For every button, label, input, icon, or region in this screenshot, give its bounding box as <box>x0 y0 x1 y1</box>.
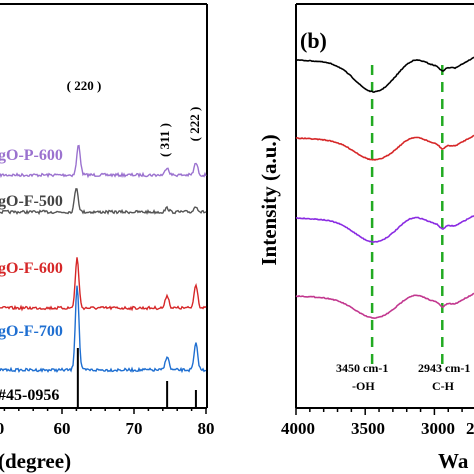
annotation-oh-wavenumber: 3450 cm-1 <box>336 361 388 375</box>
series-label-gO-F-500: gO-F-500 <box>0 193 63 210</box>
annotation-ch-wavenumber: 2943 cm-1 <box>418 361 470 375</box>
panel-label-b: (b) <box>300 28 327 53</box>
series-label-gO-F-700: gO-F-700 <box>0 323 63 340</box>
ftir-x-tick-label: 4000 <box>281 419 315 438</box>
annotation-oh-group: -OH <box>352 379 375 393</box>
ftir-series-line <box>295 215 474 243</box>
xrd-series-line <box>0 187 207 216</box>
ftir-x-axis-title: Wa <box>438 449 469 473</box>
xrd-series-line <box>0 144 207 179</box>
xrd-x-tick-label: 0 <box>0 419 4 438</box>
series-label-gO-F-600: gO-F-600 <box>0 260 63 277</box>
peak-label-220: ( 220 ) <box>67 78 102 93</box>
reference-card-label: #45-0956 <box>0 387 59 404</box>
ftir-x-tick-label: 3000 <box>421 419 455 438</box>
xrd-x-axis-title: (degree) <box>0 449 71 473</box>
ftir-x-tick-label-partial: 2 <box>466 419 474 438</box>
ftir-series-line <box>295 134 474 161</box>
ftir-x-tick-label: 3500 <box>351 419 385 438</box>
ftir-y-axis-title: Intensity (a.u.) <box>257 134 281 265</box>
xrd-x-tick-label: 70 <box>126 419 143 438</box>
ftir-panel: (b) Intensity (a.u.) 4000 3500 3000 2 Wa… <box>257 3 474 473</box>
xrd-panel: 0 60 70 80 (degree) ( 220 ) ( 311 ) ( 22… <box>0 3 215 473</box>
xrd-x-tick-label: 60 <box>54 419 71 438</box>
ftir-series-line <box>295 292 474 320</box>
annotation-ch-group: C-H <box>432 379 455 393</box>
xrd-x-tick-label: 80 <box>198 419 215 438</box>
xrd-series-line <box>0 285 207 374</box>
peak-label-222: ( 222 ) <box>187 107 202 142</box>
series-label-gO-P-600: gO-P-600 <box>0 147 63 164</box>
xrd-series-line <box>0 257 207 312</box>
peak-label-311: ( 311 ) <box>157 123 172 157</box>
ftir-series-line <box>295 56 474 94</box>
